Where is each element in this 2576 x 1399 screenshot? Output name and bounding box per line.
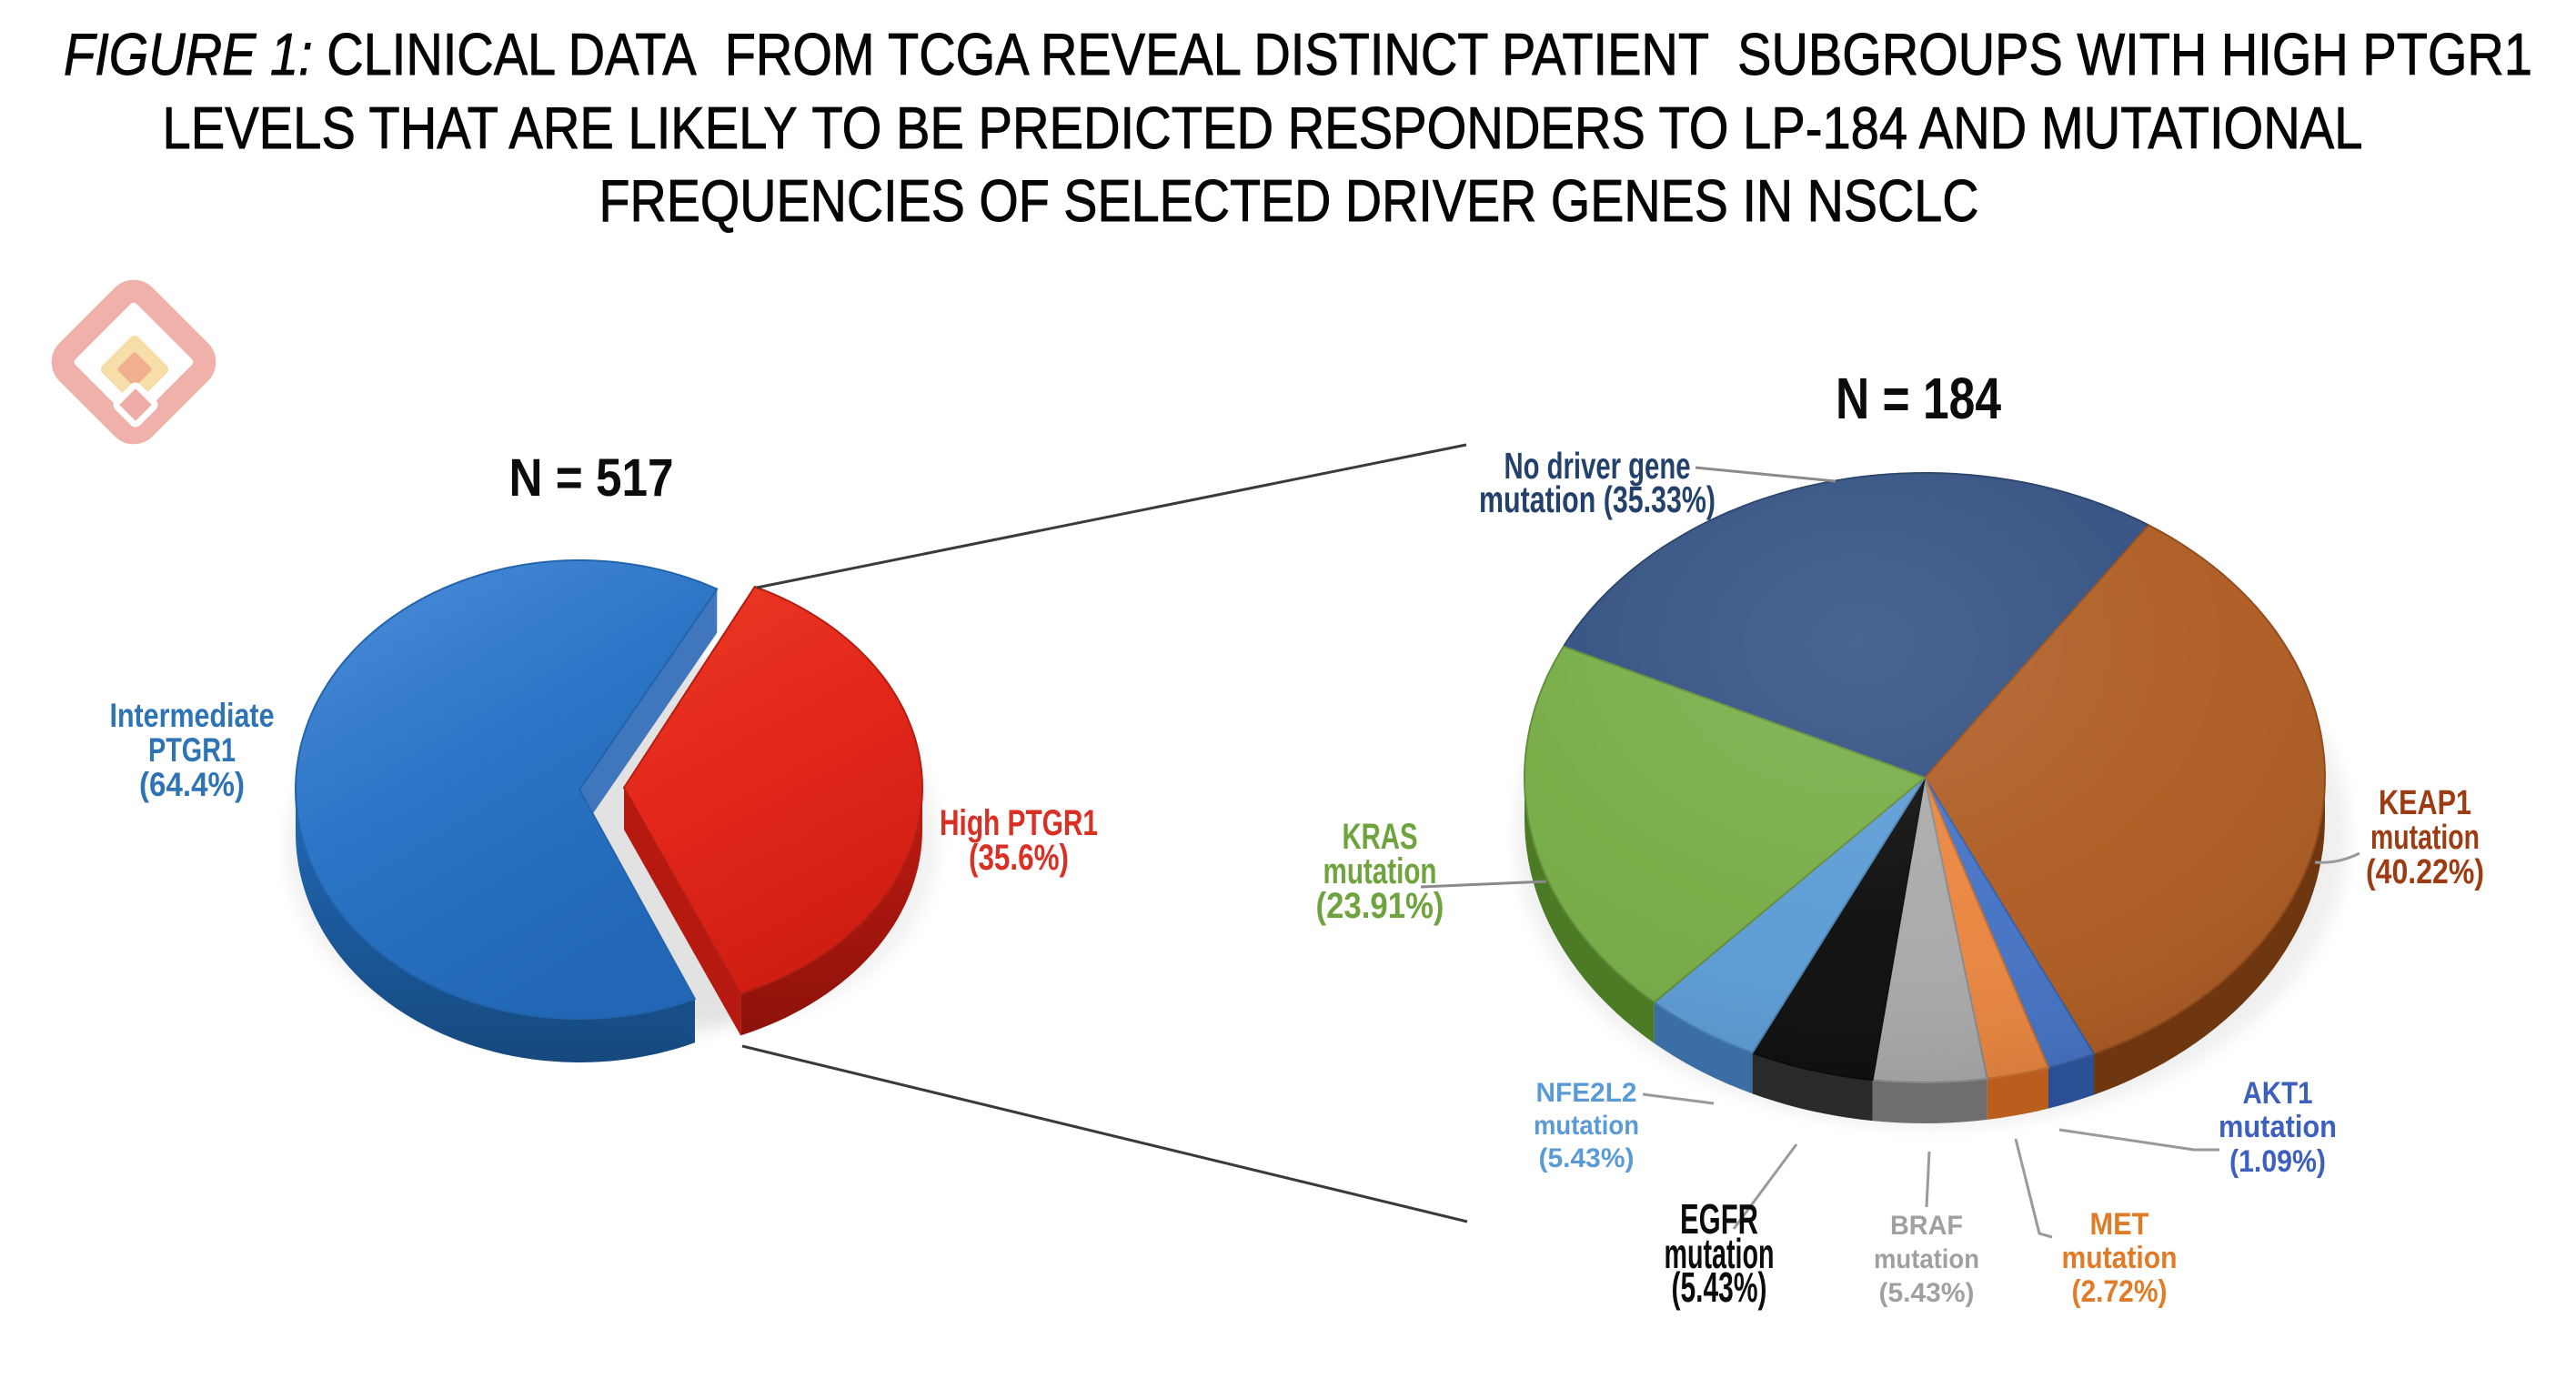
svg-text:(35.6%): (35.6%) <box>969 838 1069 878</box>
svg-text:NFE2L2: NFE2L2 <box>1536 1078 1637 1108</box>
svg-text:mutation: mutation <box>1665 1230 1775 1277</box>
svg-text:FIGURE 1: CLINICAL DATA FROM: FIGURE 1: CLINICAL DATA FROM TCGA REVEAL… <box>64 21 2532 87</box>
svg-text:mutation: mutation <box>1534 1111 1639 1141</box>
svg-text:AKT1: AKT1 <box>2243 1076 2313 1111</box>
svg-text:(5.43%): (5.43%) <box>1672 1263 1767 1311</box>
svg-text:N = 517: N = 517 <box>509 448 674 508</box>
svg-text:High PTGR1: High PTGR1 <box>940 803 1098 843</box>
svg-text:MET: MET <box>2090 1207 2149 1242</box>
svg-text:(64.4%): (64.4%) <box>139 766 245 803</box>
svg-text:(2.72%): (2.72%) <box>2072 1274 2168 1309</box>
svg-text:FREQUENCIES OF SELECTED DRIVER: FREQUENCIES OF SELECTED DRIVER GENES IN … <box>599 167 1979 234</box>
svg-text:(5.43%): (5.43%) <box>1539 1143 1635 1173</box>
svg-text:(5.43%): (5.43%) <box>1879 1278 1975 1308</box>
svg-text:mutation: mutation <box>2219 1110 2337 1144</box>
svg-text:(23.91%): (23.91%) <box>1316 886 1444 926</box>
svg-text:(1.09%): (1.09%) <box>2229 1144 2326 1179</box>
svg-text:N = 184: N = 184 <box>1836 366 2001 431</box>
svg-text:KEAP1: KEAP1 <box>2379 784 2471 822</box>
svg-text:KRAS: KRAS <box>1343 817 1418 857</box>
svg-text:No driver gene: No driver gene <box>1504 445 1691 487</box>
svg-text:mutation: mutation <box>1323 851 1437 891</box>
svg-text:mutation: mutation <box>1874 1244 1979 1274</box>
svg-text:mutation: mutation <box>2370 819 2480 857</box>
svg-text:BRAF: BRAF <box>1890 1211 1963 1241</box>
svg-text:mutation: mutation <box>2062 1241 2178 1275</box>
svg-text:EGFR: EGFR <box>1680 1195 1758 1243</box>
svg-text:(40.22%): (40.22%) <box>2366 853 2484 891</box>
svg-text:mutation (35.33%): mutation (35.33%) <box>1479 478 1716 520</box>
svg-text:Intermediate: Intermediate <box>110 697 275 734</box>
svg-text:PTGR1: PTGR1 <box>148 731 236 769</box>
svg-text:LEVELS THAT ARE LIKELY TO BE P: LEVELS THAT ARE LIKELY TO BE PREDICTED R… <box>163 95 2363 161</box>
